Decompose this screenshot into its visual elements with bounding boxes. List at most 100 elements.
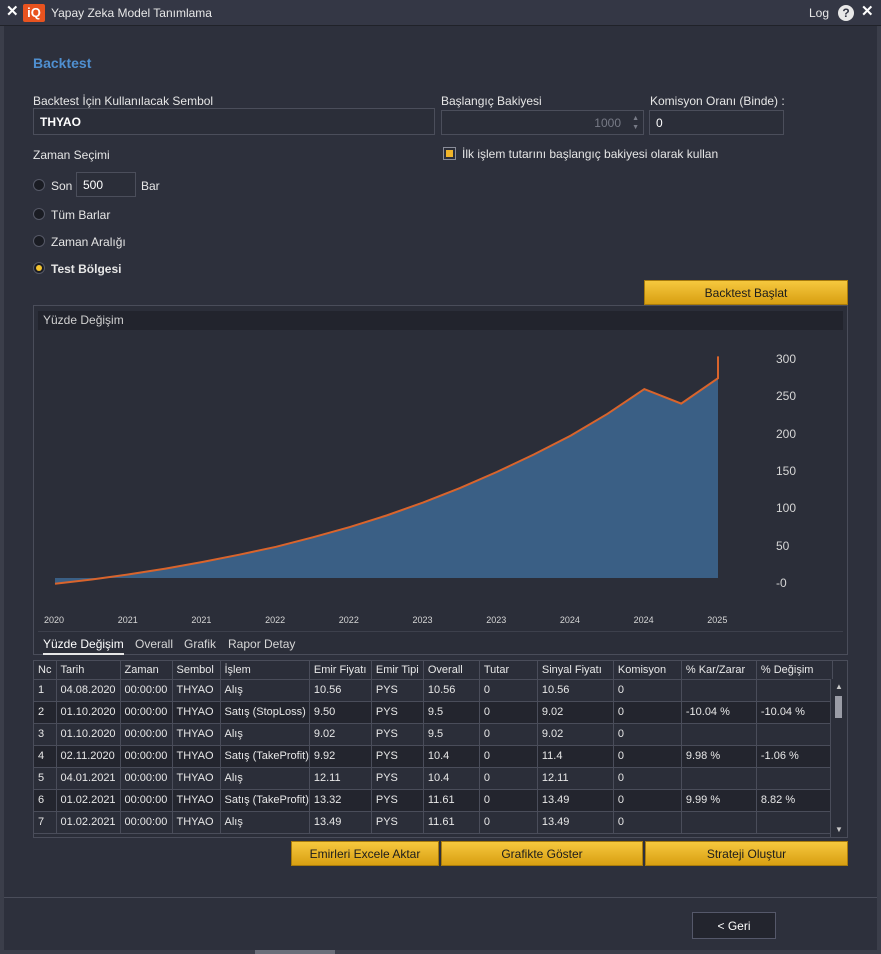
create-strategy-button[interactable]: Strateji Oluştur: [645, 841, 848, 866]
table-cell: -1.06 %: [756, 745, 833, 768]
radio-test-region-label: Test Bölgesi: [51, 262, 122, 276]
column-header[interactable]: Nc: [34, 661, 57, 680]
x-tick-label: 2024: [559, 615, 580, 625]
table-cell: 00:00:00: [120, 767, 173, 790]
x-tick-label: 2025: [707, 615, 728, 625]
export-excel-button[interactable]: Emirleri Excele Aktar: [291, 841, 439, 866]
table-row[interactable]: 5 04.01.2021 00:00:00 THYAO Alış 12.11 PYS 10.4…: [34, 767, 833, 790]
close-icon[interactable]: ✕: [6, 3, 19, 20]
y-tick-label: 100: [776, 501, 797, 516]
table-cell: [681, 723, 757, 746]
table-cell: THYAO: [172, 767, 221, 790]
table-row[interactable]: 3 01.10.2020 00:00:00 THYAO Alış 9.02 PYS 9.5 0 9…: [34, 723, 833, 746]
backtest-start-button[interactable]: Backtest Başlat: [644, 280, 848, 305]
table-cell: 0: [613, 789, 682, 812]
table-row[interactable]: 2 01.10.2020 00:00:00 THYAO Satış (StopLoss)…: [34, 701, 833, 724]
tab-chart[interactable]: Grafik: [184, 637, 217, 651]
table-cell: -10.04 %: [681, 701, 757, 724]
commission-label: Komisyon Oranı (Binde) :: [650, 94, 785, 108]
table-cell: Satış (TakeProfit): [220, 745, 310, 768]
balance-label: Başlangıç Bakiyesi: [441, 94, 542, 108]
radio-time-range[interactable]: [33, 235, 45, 247]
table-cell: 0: [613, 811, 682, 834]
chart-series-line: [54, 356, 719, 585]
table-cell: PYS: [371, 811, 424, 834]
table-cell: 00:00:00: [120, 811, 173, 834]
table-cell: 13.49: [309, 811, 372, 834]
log-button[interactable]: Log: [809, 6, 830, 20]
table-cell: 0: [479, 789, 538, 812]
table-cell: 00:00:00: [120, 789, 173, 812]
column-header[interactable]: İşlem: [220, 661, 310, 680]
table-cell: 02.11.2020: [56, 745, 121, 768]
table-cell: 3: [34, 723, 57, 746]
table-row[interactable]: 4 02.11.2020 00:00:00 THYAO Satış (TakeProfi…: [34, 745, 833, 768]
show-chart-button[interactable]: Grafikte Göster: [441, 841, 643, 866]
first-trade-checkbox[interactable]: [443, 147, 456, 160]
first-trade-label: İlk işlem tutarını başlangıç bakiyesi ol…: [462, 147, 719, 161]
scroll-thumb[interactable]: [835, 696, 842, 718]
column-header[interactable]: Sinyal Fiyatı: [537, 661, 614, 680]
table-cell: 11.61: [423, 789, 480, 812]
table-cell: 0: [613, 723, 682, 746]
table-cell: 13.32: [309, 789, 372, 812]
column-header[interactable]: Zaman: [120, 661, 173, 680]
column-header[interactable]: % Değişim: [756, 661, 833, 680]
table-cell: PYS: [371, 679, 424, 702]
table-cell: 0: [479, 679, 538, 702]
column-header[interactable]: Tarih: [56, 661, 121, 680]
bar-count-input[interactable]: 500: [76, 172, 136, 197]
table-cell: THYAO: [172, 811, 221, 834]
spinner-icon[interactable]: ▲ ▼: [632, 115, 639, 131]
time-selection-label: Zaman Seçimi: [33, 148, 110, 162]
table-row[interactable]: 7 01.02.2021 00:00:00 THYAO Alış 13.49 PYS 11.6…: [34, 811, 833, 834]
table-cell: 11.4: [537, 745, 614, 768]
table-row[interactable]: 1 04.08.2020 00:00:00 THYAO Alış 10.56 PYS 10.5…: [34, 679, 833, 702]
radio-son[interactable]: [33, 179, 45, 191]
tab-report-detail[interactable]: Rapor Detay: [228, 637, 296, 651]
radio-time-range-label: Zaman Aralığı: [51, 235, 126, 249]
orders-table: Nc Tarih Zaman Sembol İşlem Emir Fiyatı Emir T…: [33, 660, 848, 838]
balance-input[interactable]: 1000 ▲ ▼: [441, 110, 644, 135]
x-tick-label: 2022: [338, 615, 359, 625]
column-header[interactable]: Emir Tipi: [371, 661, 424, 680]
table-cell: 0: [613, 701, 682, 724]
help-icon[interactable]: ?: [838, 5, 854, 21]
tab-percent-change[interactable]: Yüzde Değişim: [43, 637, 124, 655]
back-button[interactable]: < Geri: [692, 912, 776, 939]
table-cell: 00:00:00: [120, 745, 173, 768]
radio-test-region[interactable]: [33, 262, 45, 274]
table-cell: [756, 679, 833, 702]
window-close-icon[interactable]: ✕: [861, 3, 874, 20]
table-scrollbar[interactable]: ▲ ▼: [830, 679, 846, 837]
column-header[interactable]: Overall: [423, 661, 480, 680]
column-header[interactable]: Sembol: [172, 661, 221, 680]
table-cell: 00:00:00: [120, 723, 173, 746]
table-cell: PYS: [371, 767, 424, 790]
table-cell: [756, 811, 833, 834]
symbol-input[interactable]: THYAO: [33, 108, 435, 135]
table-cell: 0: [479, 701, 538, 724]
table-row[interactable]: 6 01.02.2021 00:00:00 THYAO Satış (TakeProfi…: [34, 789, 833, 812]
y-tick-label: 300: [776, 352, 797, 366]
table-cell: 13.49: [537, 789, 614, 812]
table-cell: 4: [34, 745, 57, 768]
column-header[interactable]: % Kar/Zarar: [681, 661, 757, 680]
table-cell: 01.10.2020: [56, 723, 121, 746]
table-cell: PYS: [371, 789, 424, 812]
column-header[interactable]: Emir Fiyatı: [309, 661, 372, 680]
table-cell: 01.10.2020: [56, 701, 121, 724]
radio-all-bars[interactable]: [33, 208, 45, 220]
bottom-bar-segment: [255, 950, 335, 954]
y-tick-label: 200: [776, 426, 797, 441]
commission-input[interactable]: 0: [649, 110, 784, 135]
table-cell: 01.02.2021: [56, 789, 121, 812]
scroll-up-icon[interactable]: ▲: [835, 682, 843, 691]
table-cell: 9.5: [423, 701, 480, 724]
column-header[interactable]: Tutar: [479, 661, 538, 680]
x-tick-label: 2022: [265, 615, 286, 625]
tab-overall[interactable]: Overall: [135, 637, 174, 651]
table-cell: THYAO: [172, 745, 221, 768]
column-header[interactable]: Komisyon: [613, 661, 682, 680]
scroll-down-icon[interactable]: ▼: [835, 825, 843, 834]
